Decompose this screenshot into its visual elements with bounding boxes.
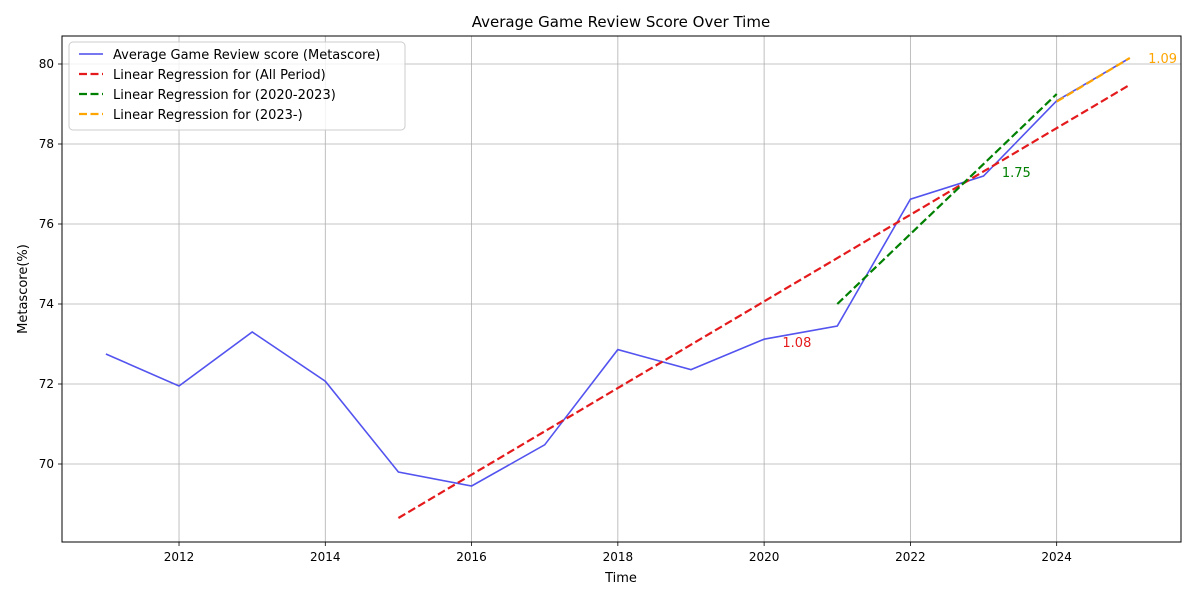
slope-annotation: 1.08: [782, 336, 811, 351]
y-tick-label: 72: [39, 377, 54, 391]
x-axis-label: Time: [604, 571, 637, 586]
series-group: [105, 57, 1131, 519]
plot-area-frame: [61, 35, 1182, 543]
annotations-group: 1.08 1.75 1.09: [782, 52, 1177, 351]
y-tick-label: 74: [39, 297, 54, 311]
x-axis-ticks: 2012 2014 2016 2018 2020 2022 2024: [164, 542, 1072, 564]
series-line-4: [1056, 57, 1131, 103]
y-tick-label: 80: [39, 57, 54, 71]
y-axis-ticks: 70 72 74 76 78 80: [39, 57, 62, 471]
y-tick-label: 78: [39, 137, 54, 151]
slope-annotation: 1.75: [1002, 166, 1031, 181]
grid-lines: [62, 36, 1181, 542]
legend-label-2: Linear Regression for (All Period): [113, 68, 326, 83]
x-tick-label: 2020: [749, 550, 780, 564]
series-line-2: [397, 83, 1131, 519]
legend-label-1: Average Game Review score (Metascore): [113, 48, 380, 63]
series-line-1: [105, 57, 1131, 487]
x-tick-label: 2014: [310, 550, 341, 564]
x-tick-label: 2022: [895, 550, 926, 564]
y-tick-label: 70: [39, 457, 54, 471]
y-tick-label: 76: [39, 217, 54, 231]
legend-label-4: Linear Regression for (2023-): [113, 108, 303, 123]
y-axis-label: Metascore(%): [16, 244, 31, 334]
legend-frame: [68, 41, 406, 131]
chart-title: Average Game Review Score Over Time: [472, 13, 770, 31]
x-tick-label: 2018: [603, 550, 634, 564]
legend: Average Game Review score (Metascore) Lin…: [68, 41, 406, 131]
x-tick-label: 2024: [1041, 550, 1072, 564]
x-tick-label: 2012: [164, 550, 195, 564]
legend-label-3: Linear Regression for (2020-2023): [113, 88, 336, 103]
series-line-3: [836, 93, 1058, 305]
slope-annotation: 1.09: [1148, 52, 1177, 67]
x-tick-label: 2016: [456, 550, 487, 564]
